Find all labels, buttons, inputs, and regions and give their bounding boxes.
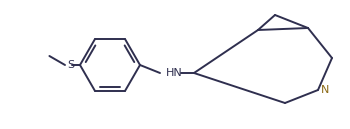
Text: HN: HN <box>166 68 182 78</box>
Text: S: S <box>68 60 75 70</box>
Text: N: N <box>321 85 329 95</box>
